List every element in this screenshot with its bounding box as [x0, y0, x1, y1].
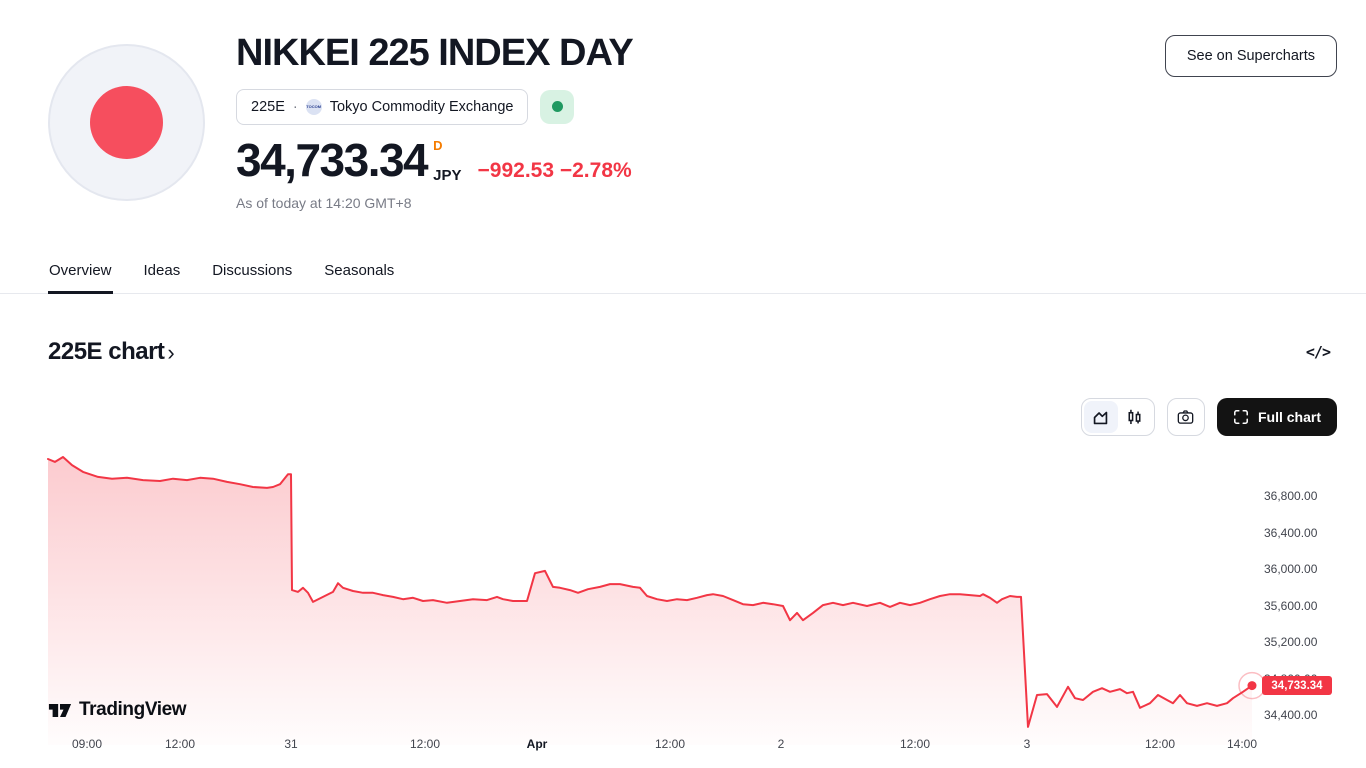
change-percent: −2.78%	[559, 159, 632, 183]
chart-area-fill	[48, 457, 1252, 745]
chart-style-segmented-control	[1080, 398, 1155, 436]
price-axis-label: 34,400.00	[1264, 708, 1318, 723]
chart-heading-row: 225E chart › </>	[48, 338, 1331, 366]
chart-price-line	[47, 456, 1253, 728]
time-axis-label: 12:00	[899, 737, 931, 751]
time-axis-label: 3	[1023, 737, 1031, 751]
price-axis-label: 35,600.00	[1264, 598, 1318, 613]
price-axis-label: 36,800.00	[1264, 489, 1318, 504]
symbol-exchange-badge[interactable]: 225E · TOCOM Tokyo Commodity Exchange	[236, 88, 529, 125]
camera-snapshot-icon[interactable]	[1166, 398, 1205, 436]
price-meta: D JPY	[433, 139, 461, 183]
price-row: 34,733.34 D JPY −992.53 −2.78%	[236, 133, 633, 186]
symbol-header: NIKKEI 225 INDEX DAY 225E · TOCOM Tokyo …	[236, 30, 634, 211]
full-chart-button[interactable]: Full chart	[1216, 398, 1337, 436]
tab-seasonals[interactable]: Seasonals	[324, 262, 395, 279]
chart-area: 36,800.00 36,400.00 36,000.00 35,600.00 35,2…	[0, 450, 1366, 768]
candlestick-icon[interactable]	[1118, 401, 1152, 433]
time-axis-label: 12:00	[409, 737, 441, 751]
section-tabs: Overview Ideas Discussions Seasonals	[0, 255, 1366, 294]
last-price-tag: 34,733.34	[1262, 676, 1332, 696]
chart-heading-text: 225E chart	[48, 338, 165, 365]
time-axis-label: 12:00	[654, 737, 686, 751]
symbol-code: 225E	[251, 98, 285, 115]
japan-flag-icon	[48, 44, 205, 201]
tab-ideas[interactable]: Ideas	[143, 262, 181, 279]
price-change: −992.53 −2.78%	[478, 160, 632, 182]
code-embed-icon[interactable]: </>	[1305, 343, 1331, 361]
tab-discussions[interactable]: Discussions	[212, 262, 293, 279]
time-axis-label: 12:00	[164, 737, 196, 751]
tradingview-logo-text: TradingView	[79, 699, 187, 720]
tocom-exchange-icon: TOCOM	[305, 98, 322, 115]
time-axis-label: 31	[284, 737, 298, 751]
time-axis-label: Apr	[526, 737, 548, 751]
flag-sun-circle	[90, 86, 163, 159]
fullscreen-icon	[1234, 410, 1248, 424]
interval-badge: D	[433, 137, 443, 153]
time-axis-label: 12:00	[1144, 737, 1176, 751]
market-status-button[interactable]	[540, 89, 575, 124]
currency-label: JPY	[433, 166, 462, 184]
time-axis-label: 09:00	[71, 737, 103, 751]
tradingview-logo[interactable]: TradingView	[48, 699, 187, 721]
see-on-supercharts-button[interactable]: See on Supercharts	[1164, 35, 1337, 77]
price-axis-label: 36,400.00	[1264, 525, 1318, 540]
price-chart-plot[interactable]	[47, 450, 1266, 745]
chevron-right-icon: ›	[167, 340, 175, 365]
market-open-dot-icon	[551, 101, 563, 112]
chart-toolbar: Full chart	[1080, 398, 1337, 436]
last-point-dot	[1247, 681, 1257, 691]
price-axis-label: 35,200.00	[1264, 635, 1318, 650]
tradingview-mark-icon	[48, 703, 72, 717]
change-absolute: −992.53	[477, 159, 555, 183]
time-axis-label: 14:00	[1226, 737, 1258, 751]
exchange-name: Tokyo Commodity Exchange	[329, 98, 514, 115]
time-axis-label: 2	[777, 737, 785, 751]
page-title: NIKKEI 225 INDEX DAY	[236, 32, 634, 74]
area-chart-icon[interactable]	[1083, 401, 1118, 433]
badge-row: 225E · TOCOM Tokyo Commodity Exchange	[236, 88, 633, 125]
full-chart-label: Full chart	[1257, 409, 1321, 425]
tab-overview[interactable]: Overview	[48, 255, 113, 294]
badge-separator: ·	[292, 98, 298, 115]
chart-heading-link[interactable]: 225E chart ›	[48, 338, 175, 366]
price-axis-label: 36,000.00	[1264, 562, 1318, 577]
as-of-timestamp: As of today at 14:20 GMT+8	[236, 194, 412, 211]
last-price: 34,733.34	[236, 133, 429, 186]
